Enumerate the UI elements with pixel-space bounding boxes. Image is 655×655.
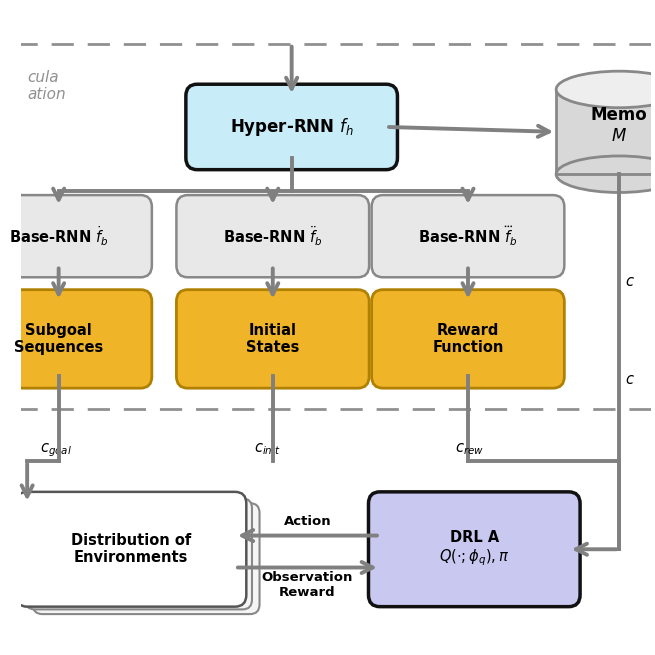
Text: $c_{goal}$: $c_{goal}$ — [40, 441, 71, 459]
Text: $c_{rew}$: $c_{rew}$ — [455, 441, 484, 457]
Text: Distribution of
Environments: Distribution of Environments — [71, 533, 191, 565]
Text: Observation
Reward: Observation Reward — [262, 571, 353, 599]
Ellipse shape — [556, 156, 655, 193]
Text: $c$: $c$ — [626, 372, 635, 387]
Text: Base-RNN $\dot{f}_b$: Base-RNN $\dot{f}_b$ — [9, 225, 109, 248]
Text: cula
ation: cula ation — [27, 70, 66, 102]
FancyBboxPatch shape — [371, 290, 565, 388]
Text: $c$: $c$ — [626, 274, 635, 290]
Text: Action: Action — [284, 515, 331, 528]
FancyBboxPatch shape — [0, 290, 152, 388]
Text: Hyper-RNN $f_h$: Hyper-RNN $f_h$ — [230, 116, 354, 138]
FancyBboxPatch shape — [176, 195, 369, 277]
Text: $c_{init}$: $c_{init}$ — [254, 441, 280, 457]
FancyBboxPatch shape — [371, 195, 565, 277]
Text: Initial
States: Initial States — [246, 323, 299, 355]
Text: Subgoal
Sequences: Subgoal Sequences — [14, 323, 103, 355]
FancyBboxPatch shape — [186, 84, 398, 170]
FancyBboxPatch shape — [33, 503, 259, 614]
FancyBboxPatch shape — [176, 290, 369, 388]
Text: DRL A
$Q(\cdot;\phi_q), \pi$: DRL A $Q(\cdot;\phi_q), \pi$ — [439, 530, 510, 569]
Text: Reward
Function: Reward Function — [432, 323, 504, 355]
Ellipse shape — [556, 71, 655, 107]
Text: Base-RNN $\dddot{f}_b$: Base-RNN $\dddot{f}_b$ — [418, 225, 518, 248]
FancyBboxPatch shape — [0, 195, 152, 277]
Text: Base-RNN $\ddot{f}_b$: Base-RNN $\ddot{f}_b$ — [223, 225, 323, 248]
Polygon shape — [556, 90, 655, 174]
Text: Memo
$M$: Memo $M$ — [591, 106, 648, 145]
FancyBboxPatch shape — [369, 492, 580, 607]
FancyBboxPatch shape — [26, 498, 252, 609]
FancyBboxPatch shape — [16, 492, 246, 607]
